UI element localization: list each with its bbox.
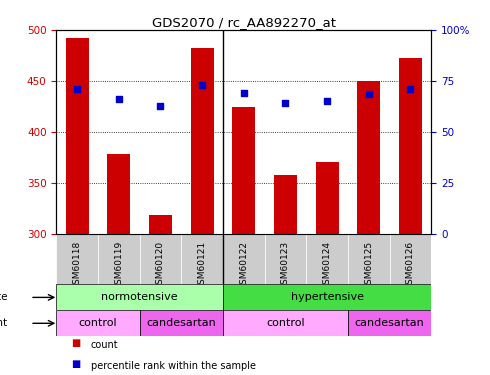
- Bar: [390, 234, 431, 284]
- Bar: [56, 284, 223, 310]
- Point: [115, 96, 122, 102]
- Text: agent: agent: [0, 318, 8, 328]
- Point: [406, 86, 414, 92]
- Bar: [357, 81, 380, 234]
- Bar: [66, 38, 89, 234]
- Text: ■: ■: [71, 338, 80, 348]
- Point: [74, 86, 81, 92]
- Bar: [306, 234, 348, 284]
- Bar: [56, 234, 98, 284]
- Bar: [348, 234, 390, 284]
- Text: GSM60123: GSM60123: [281, 241, 290, 290]
- Point: [323, 98, 331, 104]
- Bar: [149, 215, 172, 234]
- Text: ■: ■: [71, 359, 80, 369]
- Text: control: control: [79, 318, 117, 328]
- Bar: [399, 58, 422, 234]
- Point: [281, 100, 289, 106]
- Bar: [223, 310, 348, 336]
- Bar: [107, 154, 130, 234]
- Bar: [316, 162, 339, 234]
- Bar: [223, 284, 431, 310]
- Text: hypertensive: hypertensive: [291, 292, 364, 302]
- Text: candesartan: candesartan: [355, 318, 424, 328]
- Bar: [98, 234, 140, 284]
- Bar: [232, 107, 255, 234]
- Text: candesartan: candesartan: [147, 318, 216, 328]
- Bar: [274, 174, 297, 234]
- Bar: [265, 234, 306, 284]
- Text: GSM60120: GSM60120: [156, 241, 165, 290]
- Bar: [191, 48, 214, 234]
- Point: [157, 104, 165, 110]
- Text: disease state: disease state: [0, 292, 8, 302]
- Bar: [223, 234, 265, 284]
- Point: [198, 82, 206, 88]
- Text: GSM60125: GSM60125: [364, 241, 373, 290]
- Bar: [181, 234, 223, 284]
- Bar: [140, 310, 223, 336]
- Text: percentile rank within the sample: percentile rank within the sample: [91, 361, 256, 370]
- Text: control: control: [266, 318, 305, 328]
- Text: GSM60118: GSM60118: [73, 241, 82, 290]
- Text: GSM60121: GSM60121: [197, 241, 207, 290]
- Point: [365, 91, 372, 97]
- Bar: [56, 310, 140, 336]
- Bar: [348, 310, 431, 336]
- Bar: [140, 234, 181, 284]
- Text: GSM60124: GSM60124: [322, 241, 332, 290]
- Title: GDS2070 / rc_AA892270_at: GDS2070 / rc_AA892270_at: [152, 16, 336, 29]
- Text: count: count: [91, 340, 118, 350]
- Text: GSM60122: GSM60122: [239, 241, 248, 290]
- Text: GSM60126: GSM60126: [406, 241, 415, 290]
- Text: GSM60119: GSM60119: [114, 241, 123, 290]
- Text: normotensive: normotensive: [101, 292, 178, 302]
- Point: [240, 90, 247, 96]
